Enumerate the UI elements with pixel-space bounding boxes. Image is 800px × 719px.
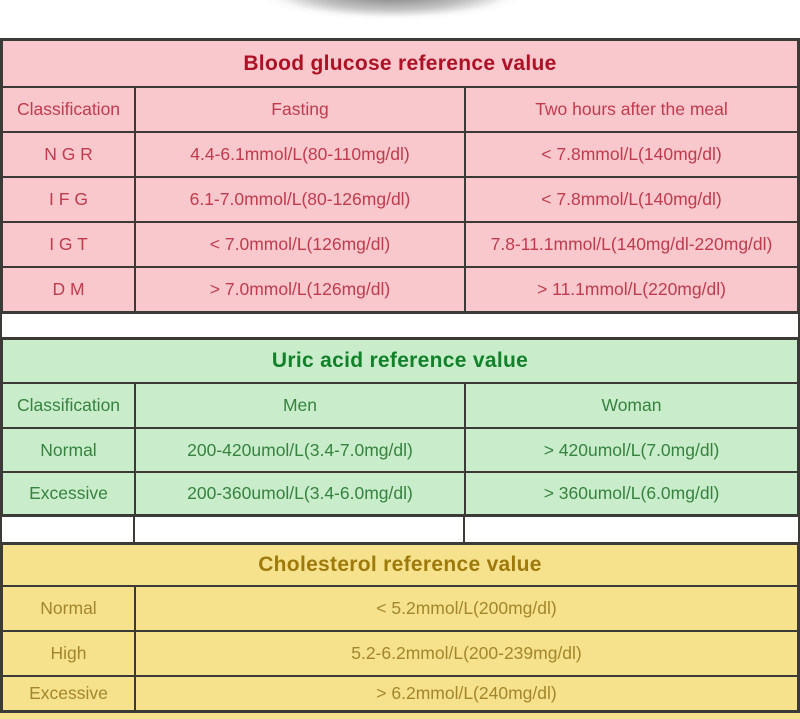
two-hours-value: > 11.1mmol/L(220mg/dl) [464,268,797,311]
fasting-value: 6.1-7.0mmol/L(80-126mg/dl) [134,178,464,221]
row-label: Normal [40,598,97,618]
blood-glucose-title: Blood glucose reference value [243,51,557,75]
row-label: Normal [40,439,97,460]
fasting-value: 4.4-6.1mmol/L(80-110mg/dl) [134,133,464,176]
fasting-value: > 7.0mmol/L(126mg/dl) [134,268,464,311]
woman-value: > 420umol/L(7.0mg/dl) [464,429,797,471]
uric-acid-table: Uric acid reference value Classification… [0,337,800,517]
column-header-woman: Woman [464,384,797,427]
column-header-two-hours: Two hours after the meal [464,88,797,131]
table-row-excessive: Excessive 200-360umol/L(3.4-6.0mg/dl) > … [3,471,797,514]
row-label: I G T [49,234,88,254]
men-value: 200-360umol/L(3.4-6.0mg/dl) [134,473,464,514]
spacer [0,314,800,337]
table-row-normal: Normal < 5.2mmol/L(200mg/dl) [3,585,797,630]
column-header-classification: Classification [16,395,121,415]
uric-acid-title: Uric acid reference value [271,349,529,372]
column-header-classification: Classification [16,99,121,119]
two-hours-value: 7.8-11.1mmol/L(140mg/dl-220mg/dl) [464,223,797,266]
table-row-igt: I G T < 7.0mmol/L(126mg/dl) 7.8-11.1mmol… [3,221,797,266]
column-header-fasting: Fasting [134,88,464,131]
two-hours-value: < 7.8mmol/L(140mg/dl) [464,178,797,221]
uric-acid-header-row: Classification Men Woman [3,382,797,427]
spacer-cell [463,517,798,542]
table-row-excessive: Excessive > 6.2mmol/L(240mg/dl) [3,675,797,710]
cholesterol-value: < 5.2mmol/L(200mg/dl) [134,587,797,630]
blood-glucose-header-row: Classification Fasting Two hours after t… [3,86,797,131]
woman-value: > 360umol/L(6.0mg/dl) [464,473,797,514]
spacer-with-dividers [0,517,800,542]
row-label: High [50,643,87,663]
row-label: D M [52,279,85,299]
spacer-cell [133,517,463,542]
row-label: I F G [49,189,88,209]
bottom-yellow-strip [0,713,800,719]
row-label: Excessive [29,683,108,703]
table-row-normal: Normal 200-420umol/L(3.4-7.0mg/dl) > 420… [3,427,797,471]
column-header-men: Men [134,384,464,427]
fasting-value: < 7.0mmol/L(126mg/dl) [134,223,464,266]
table-row-ifg: I F G 6.1-7.0mmol/L(80-126mg/dl) < 7.8mm… [3,176,797,221]
cholesterol-title: Cholesterol reference value [258,553,542,576]
men-value: 200-420umol/L(3.4-7.0mg/dl) [134,429,464,471]
blood-glucose-table: Blood glucose reference value Classifica… [0,38,800,314]
two-hours-value: < 7.8mmol/L(140mg/dl) [464,133,797,176]
spacer-cell [2,517,133,542]
top-shadow-decoration [0,0,800,38]
table-row-ngr: N G R 4.4-6.1mmol/L(80-110mg/dl) < 7.8mm… [3,131,797,176]
row-label: N G R [44,144,93,164]
table-row-dm: D M > 7.0mmol/L(126mg/dl) > 11.1mmol/L(2… [3,266,797,311]
cholesterol-table: Cholesterol reference value Normal < 5.2… [0,542,800,713]
table-row-high: High 5.2-6.2mmol/L(200-239mg/dl) [3,630,797,675]
row-label: Excessive [29,483,108,503]
cholesterol-value: 5.2-6.2mmol/L(200-239mg/dl) [134,632,797,675]
cholesterol-value: > 6.2mmol/L(240mg/dl) [134,677,797,710]
